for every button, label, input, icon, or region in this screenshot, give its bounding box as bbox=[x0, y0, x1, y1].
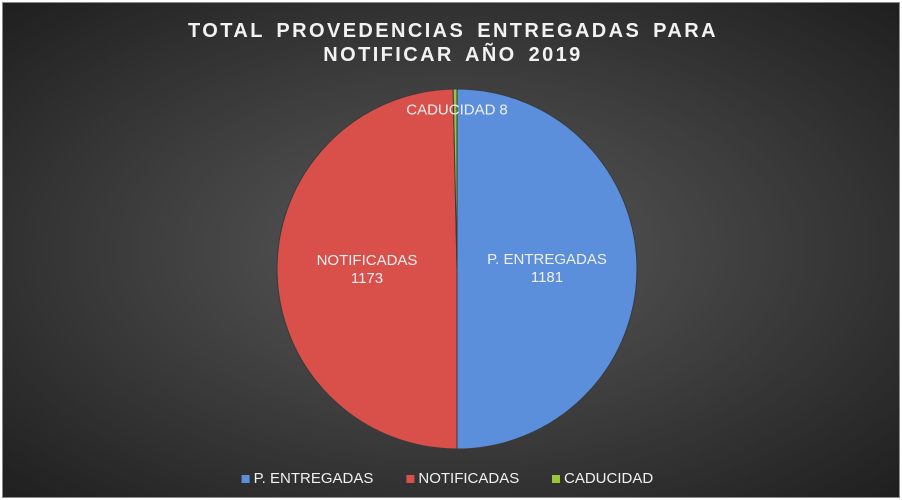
pie-slice bbox=[456, 88, 638, 450]
data-label: CADUCIDAD 8 bbox=[406, 102, 508, 119]
chart-title: TOTAL PROVEDENCIAS ENTREGADAS PARA NOTIF… bbox=[188, 20, 718, 66]
data-label-name: NOTIFICADAS bbox=[317, 252, 418, 269]
chart: P. ENTREGADAS1181NOTIFICADAS1173CADUCIDA… bbox=[241, 88, 653, 487]
pie-slice bbox=[276, 88, 458, 450]
data-label-value: 1173 bbox=[351, 270, 383, 287]
legend-swatch bbox=[241, 475, 250, 483]
legend-label: CADUCIDAD bbox=[564, 470, 653, 487]
data-label-value: 8 bbox=[499, 102, 507, 119]
legend-swatch bbox=[406, 475, 415, 483]
data-label-name: CADUCIDAD bbox=[406, 102, 495, 119]
data-label-value: 1181 bbox=[531, 269, 563, 286]
legend-label: NOTIFICADAS bbox=[418, 470, 519, 487]
legend-label: P. ENTREGADAS bbox=[254, 470, 374, 487]
pie-slice bbox=[452, 88, 458, 270]
legend-swatch bbox=[552, 475, 560, 483]
data-label-name: P. ENTREGADAS bbox=[487, 251, 607, 268]
